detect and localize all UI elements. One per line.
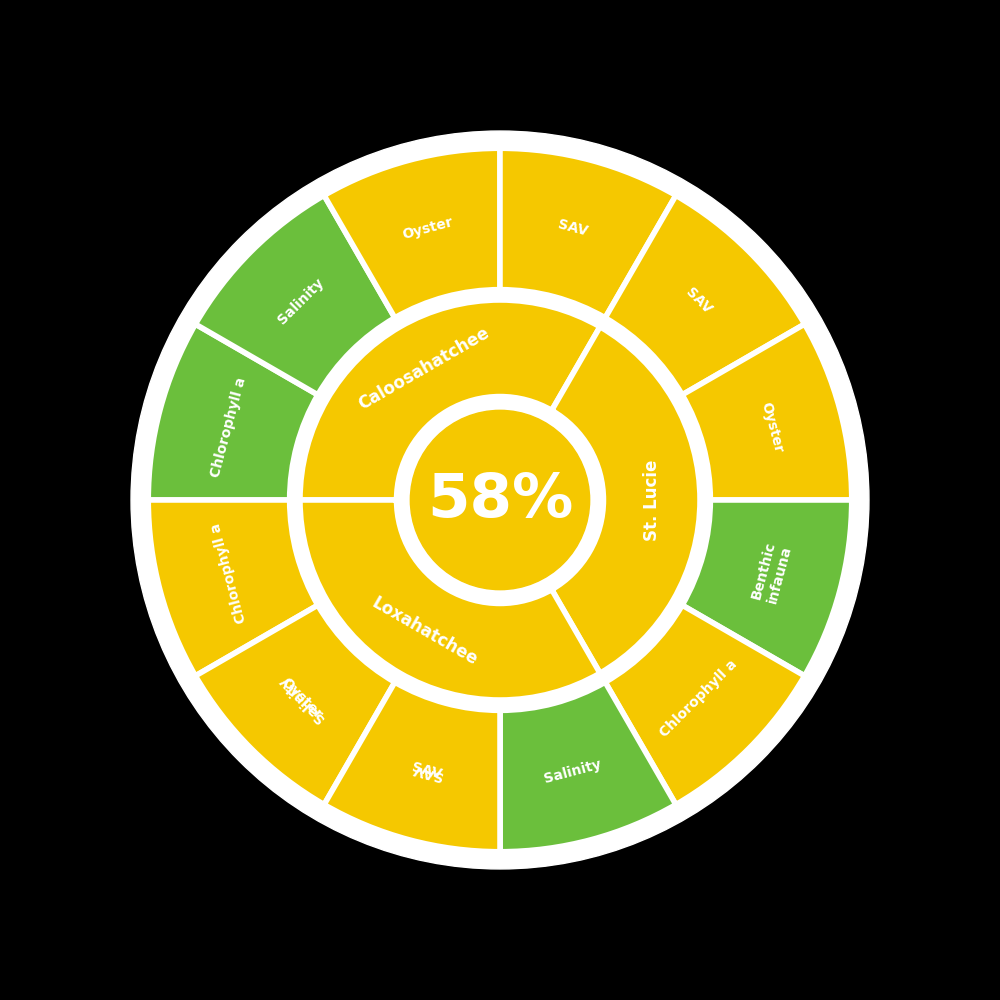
Text: Salinity: Salinity (542, 757, 603, 786)
Wedge shape (195, 605, 395, 805)
Text: SAV: SAV (411, 761, 444, 782)
Text: Chlorophyll a: Chlorophyll a (208, 521, 249, 624)
Text: Salinity: Salinity (276, 276, 327, 327)
Wedge shape (148, 324, 318, 500)
Text: Chlorophyll a: Chlorophyll a (657, 657, 740, 740)
Text: 58%: 58% (427, 471, 573, 530)
Wedge shape (148, 500, 318, 676)
Text: Oyster: Oyster (278, 675, 325, 722)
Text: Oyster: Oyster (758, 400, 785, 454)
Wedge shape (324, 682, 500, 852)
Text: SAV: SAV (683, 286, 714, 317)
Wedge shape (605, 605, 805, 805)
Circle shape (131, 131, 869, 869)
Wedge shape (500, 682, 676, 852)
Wedge shape (682, 500, 852, 676)
Text: St. Lucie: St. Lucie (643, 459, 661, 541)
Text: Oyster: Oyster (400, 215, 454, 242)
Wedge shape (682, 324, 852, 500)
Text: Benthic
infauna: Benthic infauna (749, 540, 794, 605)
Circle shape (410, 410, 590, 590)
Wedge shape (324, 148, 500, 318)
Text: Chlorophyll a: Chlorophyll a (208, 376, 249, 479)
Text: Caloosahatchee: Caloosahatchee (355, 324, 493, 413)
Text: SAV: SAV (411, 761, 444, 782)
Circle shape (397, 397, 603, 603)
Wedge shape (552, 327, 700, 673)
Wedge shape (300, 300, 600, 500)
Wedge shape (500, 148, 676, 318)
Wedge shape (195, 605, 395, 805)
Wedge shape (605, 195, 805, 395)
Wedge shape (195, 195, 395, 395)
Text: SAV: SAV (556, 218, 589, 239)
Wedge shape (300, 500, 600, 700)
Text: Loxahatchee: Loxahatchee (368, 594, 480, 669)
Text: Salinity: Salinity (276, 673, 327, 724)
Wedge shape (324, 682, 500, 852)
